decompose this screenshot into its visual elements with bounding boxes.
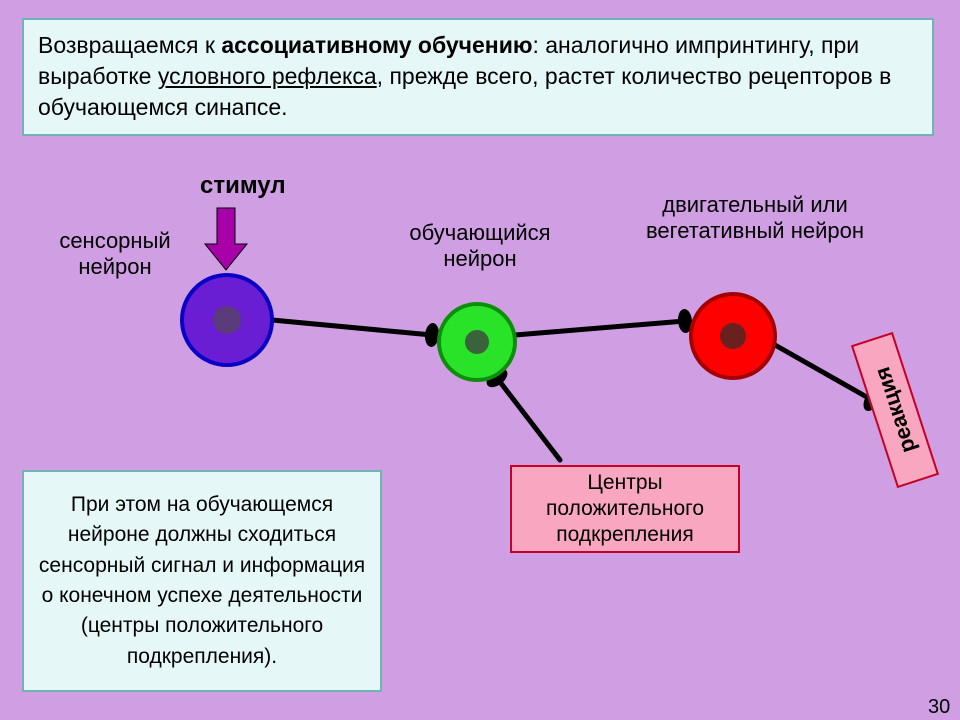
header-box: Возвращаемся к ассоциативному обучению: … xyxy=(22,18,934,136)
learning-neuron-nucleus xyxy=(465,330,489,354)
sensory-neuron-nucleus xyxy=(213,306,241,334)
motor-neuron-label: двигательный или вегетативный нейрон xyxy=(620,192,890,245)
page-number: 30 xyxy=(928,696,950,719)
conn-learning-motor-axon xyxy=(515,321,685,335)
sensory-neuron-label: сенсорный нейрон xyxy=(35,228,195,281)
stimulus-label: стимул xyxy=(200,172,286,200)
slide-stage: Возвращаемся к ассоциативному обучению: … xyxy=(0,0,960,720)
motor-neuron-nucleus xyxy=(720,323,746,349)
header-text-bold: ассоциативному обучению xyxy=(221,32,532,58)
reinforcement-box: Центры положительного подкрепления xyxy=(510,465,740,553)
conn-sensory-learning-axon xyxy=(272,320,432,335)
conn-reinforcement-learning-axon xyxy=(497,378,560,460)
footer-box: При этом на обучающемся нейроне должны с… xyxy=(22,470,382,692)
header-text-pre: Возвращаемся к xyxy=(38,32,221,58)
header-text-underline: условного рефлекса xyxy=(158,63,377,89)
stimulus-arrow-icon xyxy=(205,208,247,270)
learning-neuron-label: обучающийся нейрон xyxy=(390,220,570,273)
